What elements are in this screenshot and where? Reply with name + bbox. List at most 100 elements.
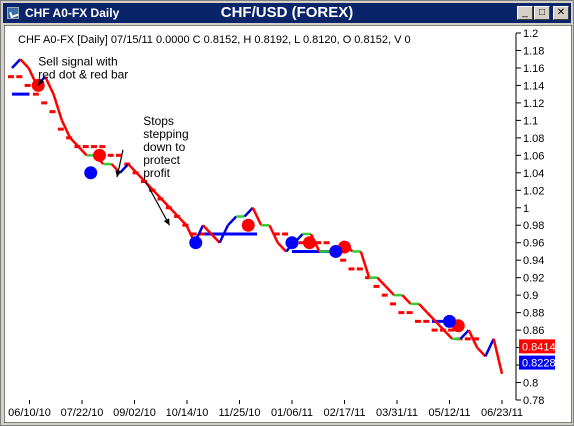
price-segment [476,346,487,358]
price-segment [152,189,163,200]
price-series [11,58,504,375]
stop-dash [99,145,106,149]
stop-dash [373,284,380,288]
y-tick-label: 0.98 [523,220,544,232]
annotation-text: Stops [143,114,174,128]
price-labels: 0.8414 0.8228 [519,339,556,370]
y-tick-label: 0.8 [523,378,538,390]
stop-dash [273,232,280,236]
price-segment [459,329,470,340]
stop-dash [190,232,197,236]
price-segment [492,338,504,375]
stop-dash [315,241,322,245]
stop-dash [107,153,114,157]
y-tick-label: 1 [523,203,529,215]
arrow-head [38,78,45,86]
stop-dash [473,337,480,341]
price-segment [418,303,429,314]
x-tick-label: 09/02/10 [113,407,156,419]
x-tick-label: 07/22/10 [61,407,104,419]
price-segment [484,338,495,357]
sell-signal-dot [241,218,255,232]
stop-dash [82,145,89,149]
price-segment [168,206,180,218]
stop-dash [16,75,23,79]
stop-dash [390,302,397,306]
y-tick-label: 0.9 [523,290,538,302]
price-header: CHF A0-FX [Daily] 07/15/11 0.0000 C 0.81… [18,34,411,46]
price-chart[interactable]: CHF A0-FX [Daily] 07/15/11 0.0000 C 0.81… [4,25,572,423]
sell-signal-dot [93,148,106,162]
price-label-box [519,355,555,370]
stop-dash [464,337,471,341]
x-tick-label: 06/23/11 [481,407,523,419]
stop-dash [49,110,56,114]
stop-dash [8,75,14,79]
stop-dash [32,92,39,96]
price-segment [19,58,30,69]
buy-signal-dot [443,314,456,328]
stop-dash [423,319,430,323]
stop-dash [91,145,98,149]
y-tick-label: 1.16 [523,63,544,75]
price-segment [426,311,437,323]
y-tick-label: 1.14 [523,80,544,92]
sell-signal-dot [303,236,316,250]
price-segment [401,294,412,305]
arrow-head [115,170,122,178]
stop-dash [398,311,405,315]
annotation-text: Sell signal with [38,54,117,68]
price-label-text: 0.8414 [522,341,556,353]
annotation-text: red dot & red bar [38,67,128,81]
price-segment [52,93,64,121]
price-segment [210,233,221,244]
buy-signal-dot [285,236,299,250]
annotation-text: stepping [143,127,188,141]
stop-dash [448,328,455,332]
price-segment [69,136,80,148]
price-label-text: 0.8228 [522,358,556,370]
arrow-head [163,218,170,226]
y-tick-label: 1.1 [523,115,538,127]
price-label-box [519,339,555,354]
stop-dash [41,101,48,105]
price-segment [268,224,279,244]
maximize-button[interactable]: □ [534,6,550,20]
signal-dots [31,78,465,333]
buy-signal-dot [329,244,343,258]
close-button[interactable]: ✕ [553,6,569,20]
y-tick-label: 1.2 [523,28,538,40]
price-segment [11,58,22,69]
y-tick-label: 0.96 [523,238,544,250]
y-tick-label: 1.08 [523,133,544,145]
price-segment [60,119,72,139]
price-segment [434,320,445,331]
y-tick-label: 1.18 [523,45,544,57]
stop-dash [406,311,413,315]
annotation-text: profit [143,166,170,180]
window-title: CHF A0-FX Daily [25,6,120,20]
chart-app-icon [7,7,19,19]
stop-dash [24,83,31,87]
price-segment [135,171,146,183]
annotation-text: protect [143,153,180,167]
title-bar[interactable]: CHF A0-FX Daily CHF/USD (FOREX) _ □ ✕ [3,3,571,23]
price-segment [243,206,254,218]
stop-dash [381,293,388,297]
y-tick-label: 0.78 [523,395,544,407]
minimize-button[interactable]: _ [517,6,533,20]
price-segment [202,224,213,235]
stop-dash [323,241,330,245]
x-tick-label: 11/25/10 [218,407,260,419]
x-tick-label: 01/06/11 [271,407,313,419]
y-axis: 1.2 1.18 1.16 1.14 1.12 1.1 1.08 1.06 1.04 1.02 1 0… [515,28,544,407]
y-tick-label: 0.92 [523,273,544,285]
annotation-arrow [144,180,171,226]
price-segment [44,76,55,95]
x-tick-label: 06/10/10 [8,407,51,419]
buy-signal-dot [189,236,203,250]
chart-background [4,25,572,423]
stop-dash [298,241,305,245]
